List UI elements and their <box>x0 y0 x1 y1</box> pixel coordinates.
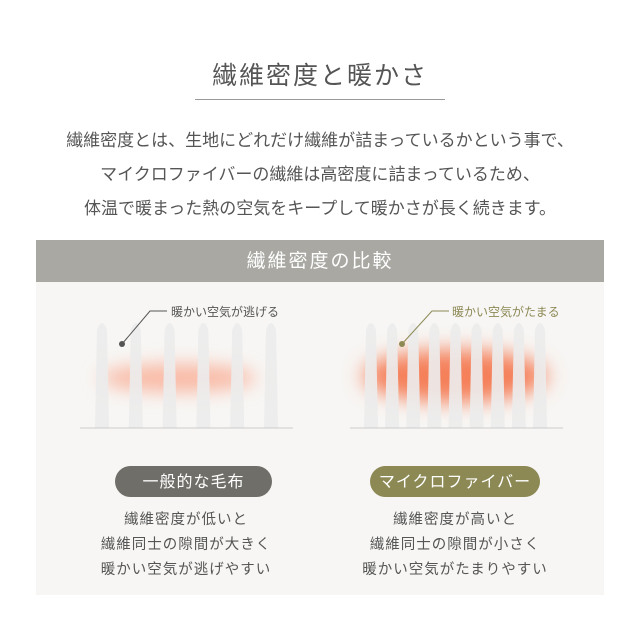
fiber-bristle <box>196 323 211 428</box>
comparison-header: 繊維密度の比較 <box>36 240 604 282</box>
desc-blanket: 繊維密度が低いと 繊維同士の隙間が大きく 暖かい空気が逃げやすい <box>56 508 316 583</box>
fiber-bristle <box>95 323 109 428</box>
note-left: 暖かい空気が逃げる <box>171 305 280 319</box>
label-pill-microfiber: マイクロファイバー <box>370 466 540 497</box>
title-underline <box>195 99 445 100</box>
fiber-bristle <box>469 323 484 428</box>
note-dot-left <box>119 341 125 347</box>
intro-line: 体温で暖まった熱の空気をキープして暖かさが長く続きます。 <box>83 199 557 219</box>
fiber-bristle <box>490 323 505 428</box>
page-title: 繊維密度と暖かさ <box>211 61 428 90</box>
intro-line: 繊維密度とは、生地にどれだけ繊維が詰まっているかという事で、 <box>66 131 574 151</box>
fiber-bristle <box>128 323 143 428</box>
fiber-bristle <box>264 323 278 428</box>
label-pill-blanket: 一般的な毛布 <box>115 466 272 497</box>
fiber-bristle <box>511 323 526 428</box>
fiber-bristle <box>162 323 177 428</box>
fiber-bristle <box>448 323 463 428</box>
desc-line: 繊維同士の隙間が小さく <box>369 537 541 553</box>
desc-line: 繊維密度が低いと <box>124 512 248 528</box>
desc-line: 暖かい空気が逃げやすい <box>100 562 272 578</box>
fiber-bristle <box>406 323 421 428</box>
intro-text: 繊維密度とは、生地にどれだけ繊維が詰まっているかという事で、 マイクロファイバー… <box>0 124 640 226</box>
fiber-bristle <box>427 323 442 428</box>
note-right: 暖かい空気がたまる <box>452 305 560 319</box>
note-leader-left <box>121 310 167 345</box>
note-dot-right <box>399 341 405 347</box>
desc-line: 繊維同士の隙間が大きく <box>100 537 272 553</box>
desc-microfiber: 繊維密度が高いと 繊維同士の隙間が小さく 暖かい空気がたまりやすい <box>325 508 585 583</box>
note-leader-right <box>401 310 449 345</box>
intro-line: マイクロファイバーの繊維は高密度に詰まっているため、 <box>100 165 540 185</box>
desc-line: 暖かい空気がたまりやすい <box>362 562 548 578</box>
fiber-bristle <box>385 323 400 428</box>
desc-line: 繊維密度が高いと <box>393 512 517 528</box>
fiber-bristle <box>230 323 245 428</box>
fiber-bristle <box>364 323 378 428</box>
fiber-bristle <box>533 323 547 428</box>
